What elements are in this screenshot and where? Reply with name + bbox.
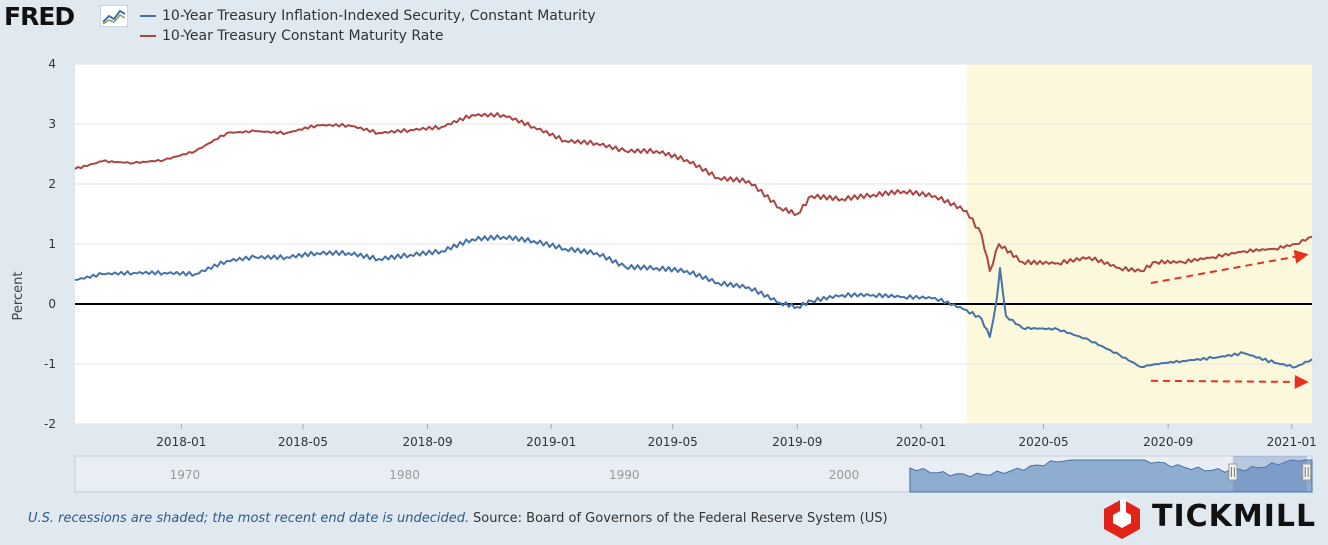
y-tick-label: -2: [44, 417, 56, 431]
y-tick-label: 3: [48, 117, 56, 131]
tickmill-text: TICKMILL: [1152, 499, 1317, 534]
x-tick-label: 2019-09: [772, 435, 822, 449]
chart-header: FRED 10-Year Treasury Inflation-Indexed …: [0, 0, 1328, 50]
legend-label-tips: 10-Year Treasury Inflation-Indexed Secur…: [162, 8, 596, 24]
navigator-left-handle[interactable]: [1228, 463, 1238, 481]
annotation-arrow-0: [1150, 249, 1309, 284]
x-tick-label: 2020-05: [1018, 435, 1068, 449]
x-tick-label: 2018-01: [156, 435, 206, 449]
annotation-arrows: [1150, 249, 1309, 389]
navigator-right-handle[interactable]: [1302, 463, 1312, 481]
handle-grip[interactable]: [1228, 463, 1238, 481]
series-line-0[interactable]: [74, 234, 1313, 369]
navigator-year-label: 1970: [170, 468, 201, 482]
series-line-1[interactable]: [74, 112, 1313, 273]
tickmill-watermark: TICKMILL: [1100, 497, 1315, 541]
x-tick-label: 2018-09: [402, 435, 452, 449]
fred-logo-text: FRED: [4, 2, 75, 31]
fred-line-chart-icon: [100, 5, 128, 27]
series-layer: [74, 112, 1313, 369]
legend-item-treasury[interactable]: 10-Year Treasury Constant Maturity Rate: [140, 27, 443, 45]
legend-swatch-treasury: [140, 35, 156, 37]
x-tick-label: 2019-05: [648, 435, 698, 449]
x-tick-label: 2019-01: [526, 435, 576, 449]
navigator-year-label: 1990: [609, 468, 640, 482]
y-tick-label: 2: [48, 177, 56, 191]
recession-note: U.S. recessions are shaded; the most rec…: [28, 511, 470, 526]
tickmill-logo-icon: [1104, 499, 1140, 539]
x-tick-label: 2020-09: [1143, 435, 1193, 449]
x-tick-label: 2021-01: [1267, 435, 1317, 449]
navigator-year-label: 1980: [389, 468, 420, 482]
y-axis-label: Percent: [11, 272, 26, 321]
legend-swatch-tips: [140, 15, 156, 17]
navigator-selected-range[interactable]: [1232, 456, 1307, 492]
x-tick-label: 2020-01: [896, 435, 946, 449]
annotation-arrow-1: [1150, 374, 1309, 389]
source-note: Source: Board of Governors of the Federa…: [473, 511, 888, 526]
fred-logo[interactable]: FRED: [4, 2, 134, 32]
legend-item-tips[interactable]: 10-Year Treasury Inflation-Indexed Secur…: [140, 7, 596, 25]
navigator-year-label: 2000: [829, 468, 860, 482]
y-tick-label: 4: [48, 57, 56, 71]
range-navigator[interactable]: 197019801990200020102020: [0, 452, 1328, 494]
y-tick-label: 0: [48, 297, 56, 311]
y-tick-label: 1: [48, 237, 56, 251]
y-axis: 4 3 2 1 0 -1 -2: [44, 57, 56, 431]
x-tick-label: 2018-05: [278, 435, 328, 449]
handle-grip[interactable]: [1302, 463, 1312, 481]
x-axis: 2018-01 2018-05 2018-09 2019-01 2019-05 2019-…: [156, 424, 1317, 449]
y-tick-label: -1: [44, 357, 56, 371]
legend-label-treasury: 10-Year Treasury Constant Maturity Rate: [162, 28, 444, 44]
navigator-series-area: [909, 459, 1313, 493]
